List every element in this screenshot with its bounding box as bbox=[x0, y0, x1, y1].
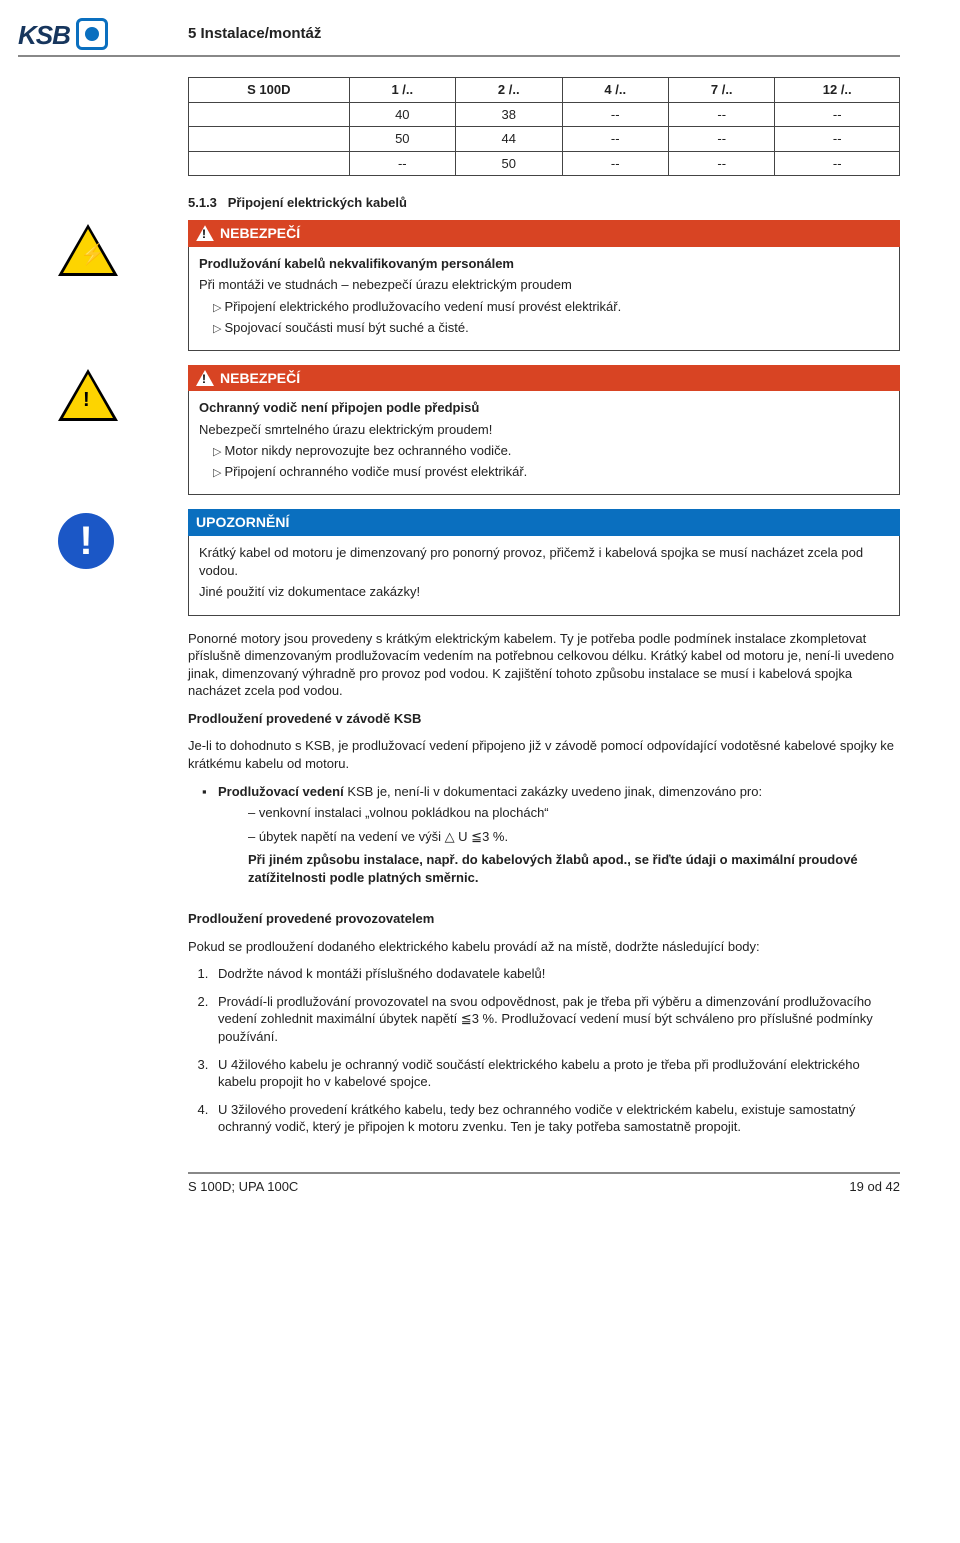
signal-word: NEBEZPEČÍ bbox=[220, 224, 300, 243]
section-heading: 5.1.3 Připojení elektrických kabelů bbox=[188, 194, 900, 212]
exclamation-triangle-icon bbox=[196, 370, 214, 386]
cell: -- bbox=[668, 151, 774, 176]
page-footer: S 100D; UPA 100C 19 od 42 bbox=[188, 1172, 900, 1196]
section-number: 5.1.3 bbox=[188, 195, 217, 210]
body-paragraph: Je-li to dohodnuto s KSB, je prodlužovac… bbox=[188, 737, 900, 772]
cell: -- bbox=[668, 127, 774, 152]
brand-logo: KSB bbox=[18, 18, 188, 53]
spec-table: S 100D 1 /.. 2 /.. 4 /.. 7 /.. 12 /.. 40… bbox=[188, 77, 900, 176]
th-model: S 100D bbox=[189, 78, 350, 103]
notice-text: Krátký kabel od motoru je dimenzovaný pr… bbox=[199, 544, 889, 579]
cell: -- bbox=[562, 127, 668, 152]
warning-triangle-icon: ! bbox=[58, 369, 118, 421]
exclamation-triangle-icon bbox=[196, 225, 214, 241]
cell: 50 bbox=[349, 127, 455, 152]
footer-doc-id: S 100D; UPA 100C bbox=[188, 1178, 298, 1196]
body-paragraph: Pokud se prodloužení dodaného elektrické… bbox=[188, 938, 900, 956]
numbered-item: U 3žilového provedení krátkého kabelu, t… bbox=[212, 1101, 900, 1136]
chapter-heading: 5 Instalace/montáž bbox=[188, 18, 321, 44]
hazard-consequence: Při montáži ve studnách – nebezpečí úraz… bbox=[199, 276, 889, 294]
cell: -- bbox=[562, 151, 668, 176]
logo-text: KSB bbox=[18, 18, 70, 53]
cell: 40 bbox=[349, 102, 455, 127]
hazard-measure: Spojovací součásti musí být suché a čist… bbox=[213, 319, 889, 337]
dash-item: úbytek napětí na vedení ve výši △ U ≦3 %… bbox=[248, 828, 900, 846]
danger-box-1: NEBEZPEČÍ Prodlužování kabelů nekvalifik… bbox=[188, 220, 900, 351]
signal-word: NEBEZPEČÍ bbox=[220, 369, 300, 388]
electric-hazard-icon: ⚡ bbox=[58, 224, 118, 276]
cell: -- bbox=[775, 102, 900, 127]
hazard-consequence: Nebezpečí smrtelného úrazu elektrickým p… bbox=[199, 421, 889, 439]
th-c4: 7 /.. bbox=[668, 78, 774, 103]
subheading-ksb: Prodloužení provedené v závodě KSB bbox=[188, 710, 900, 728]
cell bbox=[189, 151, 350, 176]
numbered-item: Provádí-li prodlužování provozovatel na … bbox=[212, 993, 900, 1046]
cell: -- bbox=[562, 102, 668, 127]
signal-notice-bar: UPOZORNĚNÍ bbox=[188, 509, 900, 536]
signal-danger-bar: NEBEZPEČÍ bbox=[188, 365, 900, 392]
cell bbox=[189, 102, 350, 127]
th-c5: 12 /.. bbox=[775, 78, 900, 103]
cell bbox=[189, 127, 350, 152]
section-title: Připojení elektrických kabelů bbox=[228, 195, 407, 210]
signal-word: UPOZORNĚNÍ bbox=[196, 513, 289, 532]
footer-page-number: 19 od 42 bbox=[849, 1178, 900, 1196]
emphasis-paragraph: Při jiném způsobu instalace, např. do ka… bbox=[248, 851, 900, 886]
hazard-cause: Ochranný vodič není připojen podle předp… bbox=[199, 399, 889, 417]
th-c3: 4 /.. bbox=[562, 78, 668, 103]
page-header: KSB 5 Instalace/montáž bbox=[18, 18, 900, 57]
hazard-measure: Motor nikdy neprovozujte bez ochranného … bbox=[213, 442, 889, 460]
dash-item: venkovní instalaci „volnou pokládkou na … bbox=[248, 804, 900, 822]
th-c2: 2 /.. bbox=[456, 78, 562, 103]
hazard-measure: Připojení ochranného vodiče musí provést… bbox=[213, 463, 889, 481]
numbered-item: Dodržte návod k montáži příslušného doda… bbox=[212, 965, 900, 983]
cell: -- bbox=[775, 127, 900, 152]
th-c1: 1 /.. bbox=[349, 78, 455, 103]
bullet-bold: Prodlužovací vedení bbox=[218, 784, 344, 799]
bullet-item: Prodlužovací vedení KSB je, není-li v do… bbox=[206, 783, 900, 887]
cell: 44 bbox=[456, 127, 562, 152]
body-paragraph: Ponorné motory jsou provedeny s krátkým … bbox=[188, 630, 900, 700]
signal-danger-bar: NEBEZPEČÍ bbox=[188, 220, 900, 247]
notice-text: Jiné použití viz dokumentace zakázky! bbox=[199, 583, 889, 601]
numbered-item: U 4žilového kabelu je ochranný vodič sou… bbox=[212, 1056, 900, 1091]
logo-mark-icon bbox=[76, 18, 108, 50]
notice-box: UPOZORNĚNÍ Krátký kabel od motoru je dim… bbox=[188, 509, 900, 616]
bullet-rest: KSB je, není-li v dokumentaci zakázky uv… bbox=[344, 784, 762, 799]
cell: -- bbox=[349, 151, 455, 176]
hazard-measure: Připojení elektrického prodlužovacího ve… bbox=[213, 298, 889, 316]
cell: -- bbox=[775, 151, 900, 176]
hazard-cause: Prodlužování kabelů nekvalifikovaným per… bbox=[199, 255, 889, 273]
danger-box-2: NEBEZPEČÍ Ochranný vodič není připojen p… bbox=[188, 365, 900, 496]
mandatory-action-icon: ! bbox=[58, 513, 114, 569]
cell: 50 bbox=[456, 151, 562, 176]
subheading-operator: Prodloužení provedené provozovatelem bbox=[188, 910, 900, 928]
cell: 38 bbox=[456, 102, 562, 127]
cell: -- bbox=[668, 102, 774, 127]
